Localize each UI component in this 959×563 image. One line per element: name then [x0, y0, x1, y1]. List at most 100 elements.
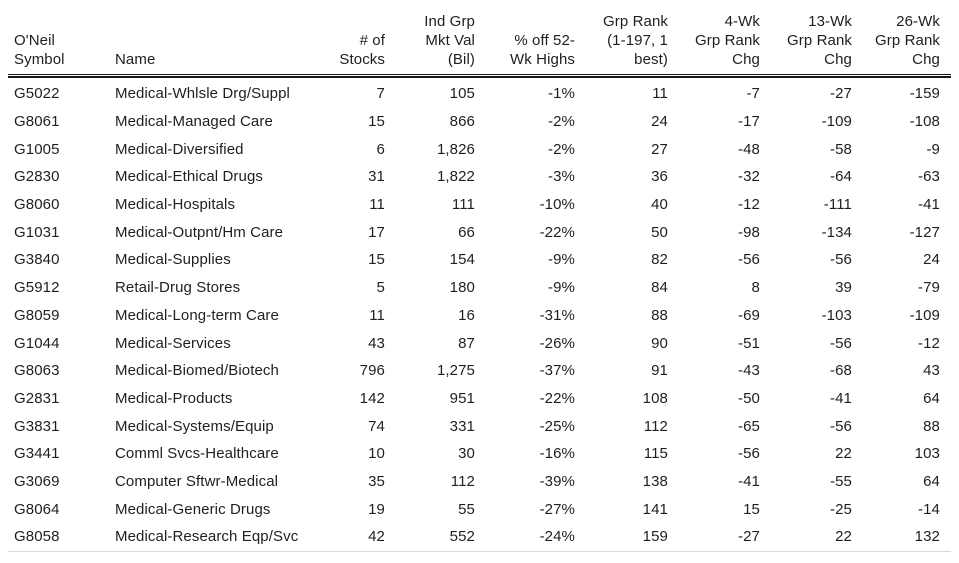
cell-grp_rank: 11 [652, 85, 668, 103]
cell-chg_13wk: -55 [830, 472, 852, 490]
cell-chg_13wk: -111 [823, 196, 852, 214]
table-row: G8063 Medical-Biomed/Biotech 796 1,275 -37% 9… [14, 357, 948, 385]
cell-pct_off: -31% [539, 306, 575, 324]
cell-mktval: 112 [450, 472, 475, 490]
cell-grp_rank: 138 [642, 472, 668, 490]
cell-mktval: 951 [449, 389, 475, 407]
cell-pct_off: -24% [539, 528, 575, 546]
cell-name: Medical-Systems/Equip [115, 417, 274, 435]
header-cell-grp_rank: Grp Rank (1-197, 1 best) [603, 13, 668, 68]
cell-name: Medical-Managed Care [115, 113, 273, 131]
cell-chg_26wk: 24 [923, 251, 940, 269]
header-cell-stocks: # of Stocks [339, 32, 385, 68]
header-cell-chg_26wk: 26-Wk Grp Rank Chg [875, 13, 940, 68]
cell-chg_4wk: -56 [738, 251, 760, 269]
table-row: G8058 Medical-Research Eqp/Svc 42 552 -24% 15… [14, 523, 948, 551]
cell-stocks: 74 [368, 417, 385, 435]
cell-chg_4wk: -43 [738, 362, 760, 380]
cell-chg_4wk: -69 [738, 306, 760, 324]
cell-name: Medical-Long-term Care [115, 306, 279, 324]
cell-chg_13wk: 22 [835, 528, 852, 546]
cell-symbol: G3069 [14, 472, 60, 490]
cell-stocks: 6 [376, 140, 385, 158]
cell-stocks: 5 [376, 279, 385, 297]
cell-chg_26wk: 88 [923, 417, 940, 435]
cell-grp_rank: 88 [651, 306, 668, 324]
cell-chg_26wk: 103 [914, 445, 940, 463]
cell-pct_off: -16% [539, 445, 575, 463]
cell-grp_rank: 141 [642, 500, 668, 518]
table-row: G1031 Medical-Outpnt/Hm Care 17 66 -22% 50 -98… [14, 218, 948, 246]
cell-chg_4wk: -65 [738, 417, 760, 435]
cell-mktval: 1,826 [436, 140, 475, 158]
cell-symbol: G8060 [14, 196, 60, 214]
cell-name: Comml Svcs-Healthcare [115, 445, 279, 463]
cell-mktval: 180 [449, 279, 475, 297]
cell-stocks: 17 [368, 223, 385, 241]
cell-stocks: 31 [368, 168, 385, 186]
cell-stocks: 11 [369, 196, 385, 214]
cell-pct_off: -9% [548, 279, 575, 297]
cell-mktval: 66 [458, 223, 475, 241]
cell-pct_off: -10% [539, 196, 575, 214]
cell-pct_off: -22% [539, 389, 575, 407]
table-header: O'Neil Symbol Name # of Stocks Ind Grp Mkt … [14, 12, 948, 71]
cell-chg_13wk: -134 [821, 223, 852, 241]
cell-pct_off: -25% [539, 417, 575, 435]
cell-grp_rank: 112 [643, 417, 668, 435]
table-row: G5022 Medical-Whlsle Drg/Suppl 7 105 -1% 11 -7… [14, 80, 948, 108]
header-cell-chg_4wk: 4-Wk Grp Rank Chg [695, 13, 760, 68]
cell-stocks: 7 [376, 85, 385, 103]
cell-chg_4wk: -98 [738, 223, 760, 241]
header-cell-chg_13wk: 13-Wk Grp Rank Chg [787, 13, 852, 68]
cell-chg_4wk: -7 [746, 85, 760, 103]
cell-name: Medical-Ethical Drugs [115, 168, 263, 186]
cell-name: Retail-Drug Stores [115, 279, 241, 297]
cell-pct_off: -3% [548, 168, 575, 186]
header-divider [8, 74, 951, 78]
cell-pct_off: -2% [548, 113, 575, 131]
cell-stocks: 796 [359, 362, 385, 380]
cell-chg_13wk: 39 [835, 279, 852, 297]
table-row: G3441 Comml Svcs-Healthcare 10 30 -16% 115 -56… [14, 440, 948, 468]
cell-symbol: G5912 [14, 279, 60, 297]
cell-mktval: 55 [458, 500, 475, 518]
cell-symbol: G8063 [14, 362, 60, 380]
cell-symbol: G3840 [14, 251, 60, 269]
cell-chg_26wk: -108 [909, 113, 940, 131]
cell-symbol: G8059 [14, 306, 60, 324]
cell-mktval: 111 [451, 196, 475, 214]
cell-name: Medical-Biomed/Biotech [115, 362, 279, 380]
header-cell-mktval: Ind Grp Mkt Val (Bil) [424, 13, 475, 68]
cell-chg_13wk: -25 [830, 500, 852, 518]
cell-mktval: 105 [449, 85, 475, 103]
cell-grp_rank: 82 [651, 251, 668, 269]
cell-chg_4wk: -17 [738, 113, 760, 131]
cell-symbol: G2831 [14, 389, 60, 407]
table-row: G5912 Retail-Drug Stores 5 180 -9% 84 8 39 -79 [14, 274, 948, 302]
cell-chg_13wk: -103 [821, 306, 852, 324]
cell-symbol: G8064 [14, 500, 60, 518]
cell-chg_4wk: -41 [738, 472, 760, 490]
cell-symbol: G5022 [14, 85, 60, 103]
cell-name: Medical-Services [115, 334, 231, 352]
cell-chg_13wk: -41 [830, 389, 852, 407]
cell-chg_26wk: -12 [918, 334, 940, 352]
cell-pct_off: -9% [548, 251, 575, 269]
cell-stocks: 19 [368, 500, 385, 518]
cell-stocks: 15 [368, 113, 385, 131]
cell-symbol: G1005 [14, 140, 60, 158]
header-cell-symbol: O'Neil Symbol [14, 32, 65, 68]
cell-chg_4wk: -32 [738, 168, 760, 186]
cell-chg_4wk: -48 [738, 140, 760, 158]
cell-grp_rank: 36 [651, 168, 668, 186]
cell-chg_26wk: -63 [918, 168, 940, 186]
cell-chg_4wk: 8 [751, 279, 760, 297]
cell-mktval: 16 [458, 306, 475, 324]
cell-chg_4wk: -56 [738, 445, 760, 463]
cell-chg_13wk: -64 [830, 168, 852, 186]
cell-grp_rank: 50 [651, 223, 668, 241]
cell-name: Medical-Diversified [115, 140, 244, 158]
table-row: G3840 Medical-Supplies 15 154 -9% 82 -56 -56 24 [14, 246, 948, 274]
cell-chg_4wk: 15 [743, 500, 760, 518]
